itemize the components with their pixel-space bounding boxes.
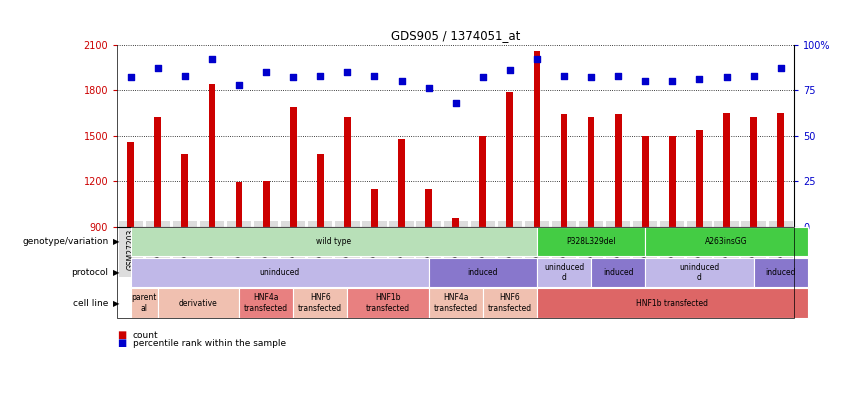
Point (178, 72, 192, 79)
Text: uninduced
d: uninduced d (680, 263, 720, 282)
Point (584, 74, 598, 81)
Bar (155, 117, 161, 227)
Bar (615, 115, 621, 227)
Point (611, 72, 625, 79)
Text: uninduced: uninduced (260, 268, 299, 277)
Text: percentile rank within the sample: percentile rank within the sample (133, 339, 286, 347)
Text: HNF6
transfected: HNF6 transfected (488, 294, 532, 313)
Bar (452, 218, 459, 227)
Text: HNF1b
transfected: HNF1b transfected (366, 294, 410, 313)
Bar (641, 136, 648, 227)
Text: ▶: ▶ (113, 237, 119, 246)
Bar (398, 139, 404, 227)
Point (340, 68, 354, 75)
Bar (723, 113, 730, 227)
Text: induced: induced (603, 268, 634, 277)
Text: ▶: ▶ (113, 268, 119, 277)
Point (260, 68, 273, 75)
Bar (181, 154, 188, 227)
Bar (750, 117, 757, 227)
Bar (235, 182, 242, 227)
Point (422, 85, 436, 92)
Bar (344, 117, 351, 227)
Text: genotype/variation: genotype/variation (23, 237, 108, 246)
Point (124, 74, 138, 81)
Point (205, 56, 219, 62)
Point (557, 72, 571, 79)
Text: induced: induced (766, 268, 796, 277)
Point (476, 74, 490, 81)
Point (638, 78, 652, 84)
Bar (696, 130, 703, 227)
Bar (425, 189, 432, 227)
Point (720, 74, 733, 81)
Bar (208, 84, 215, 227)
Text: uninduced
d: uninduced d (544, 263, 584, 282)
Text: ▶: ▶ (113, 298, 119, 308)
Text: HNF4a
transfected: HNF4a transfected (244, 294, 288, 313)
Bar (317, 154, 324, 227)
Point (395, 78, 409, 84)
Text: protocol: protocol (71, 268, 108, 277)
Bar (128, 142, 134, 227)
Text: A263insGG: A263insGG (705, 237, 748, 246)
Point (232, 81, 246, 88)
Bar (263, 181, 269, 227)
Text: count: count (133, 331, 159, 340)
Text: ■: ■ (117, 330, 127, 340)
Title: GDS905 / 1374051_at: GDS905 / 1374051_at (391, 29, 521, 42)
Bar (479, 136, 486, 227)
Point (773, 65, 787, 71)
Bar (777, 113, 784, 227)
Text: wild type: wild type (316, 237, 352, 246)
Point (503, 67, 516, 73)
Bar (588, 117, 595, 227)
Point (151, 65, 165, 71)
Bar (372, 189, 378, 227)
Text: cell line: cell line (73, 298, 108, 308)
Bar (561, 115, 568, 227)
Point (286, 74, 300, 81)
Bar (534, 51, 540, 227)
Point (530, 56, 544, 62)
Text: HNF1b transfected: HNF1b transfected (636, 298, 708, 308)
Point (313, 72, 327, 79)
Bar (506, 92, 513, 227)
Text: induced: induced (468, 268, 498, 277)
Bar (669, 136, 675, 227)
Point (666, 78, 680, 84)
Point (746, 72, 760, 79)
Text: derivative: derivative (179, 298, 218, 308)
Text: ■: ■ (117, 338, 127, 348)
Text: P328L329del: P328L329del (566, 237, 616, 246)
Text: parent
al: parent al (132, 294, 157, 313)
Text: HNF4a
transfected: HNF4a transfected (434, 294, 477, 313)
Point (449, 100, 463, 106)
Text: HNF6
transfected: HNF6 transfected (299, 294, 342, 313)
Point (693, 76, 707, 83)
Bar (290, 107, 297, 227)
Point (367, 72, 381, 79)
